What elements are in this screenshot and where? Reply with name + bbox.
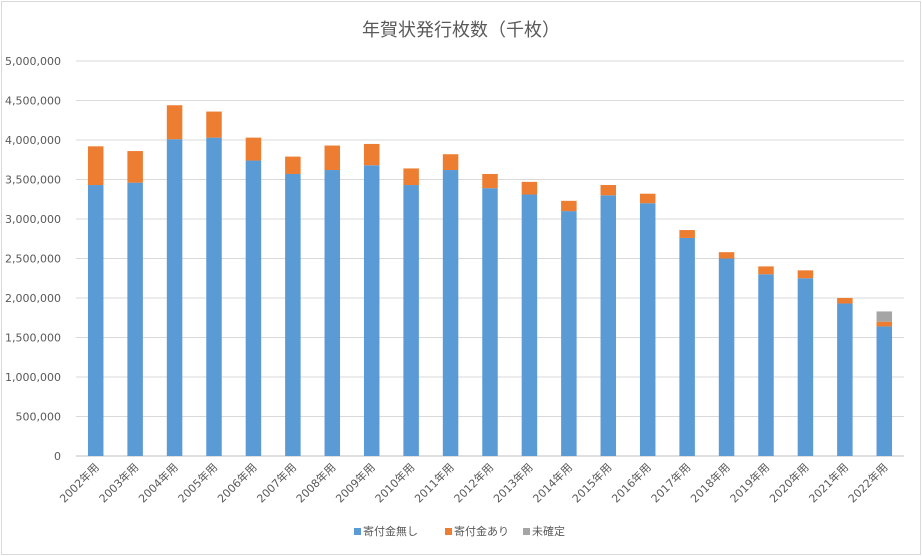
bar-segment bbox=[324, 145, 341, 171]
bar-segment bbox=[521, 181, 538, 195]
bar-segment bbox=[561, 200, 577, 212]
x-tick-label: 2004年用 bbox=[135, 460, 180, 505]
y-tick-label: 0 bbox=[54, 450, 61, 463]
y-tick-label: 3,000,000 bbox=[5, 213, 61, 226]
bar-segment bbox=[679, 230, 695, 238]
y-tick-label: 4,500,000 bbox=[5, 95, 61, 108]
x-tick-label: 2019年用 bbox=[727, 460, 772, 505]
legend-label: 未確定 bbox=[532, 524, 565, 538]
x-tick-label: 2011年用 bbox=[411, 460, 456, 505]
bar-segment bbox=[876, 326, 893, 456]
bar-segment bbox=[482, 188, 498, 456]
bar-segment bbox=[679, 237, 695, 456]
x-tick-label: 2002年用 bbox=[57, 460, 102, 505]
bar-segment bbox=[403, 168, 419, 186]
bar-segment bbox=[521, 194, 538, 456]
bar-segment bbox=[639, 193, 656, 204]
bar-segment bbox=[403, 185, 419, 456]
x-tick-label: 2009年用 bbox=[333, 460, 378, 505]
legend-label: 寄付金あり bbox=[454, 524, 509, 538]
bar-segment bbox=[442, 170, 459, 456]
x-tick-label: 2021年用 bbox=[806, 460, 851, 505]
x-tick-label: 2003年用 bbox=[96, 460, 141, 505]
bar-segment bbox=[837, 303, 853, 456]
x-tick-label: 2010年用 bbox=[372, 460, 417, 505]
x-tick-label: 2007年用 bbox=[254, 460, 299, 505]
bar-segment bbox=[718, 252, 735, 259]
bar-segment bbox=[482, 173, 498, 189]
bar-segment bbox=[363, 143, 380, 166]
bar-segment bbox=[206, 137, 222, 456]
x-tick-label: 2006年用 bbox=[214, 460, 259, 505]
x-tick-label: 2018年用 bbox=[687, 460, 732, 505]
x-tick-label: 2017年用 bbox=[648, 460, 693, 505]
y-tick-label: 5,000,000 bbox=[5, 55, 61, 68]
bar-segment bbox=[561, 211, 577, 456]
y-tick-label: 4,000,000 bbox=[5, 134, 61, 147]
bar-segment bbox=[876, 321, 893, 327]
y-tick-label: 500,000 bbox=[16, 411, 62, 424]
y-tick-label: 1,500,000 bbox=[5, 332, 61, 345]
x-tick-label: 2016年用 bbox=[609, 460, 654, 505]
x-tick-label: 2015年用 bbox=[569, 460, 614, 505]
legend-swatch bbox=[354, 528, 361, 535]
bar-segment bbox=[245, 137, 262, 161]
x-tick-label: 2008年用 bbox=[293, 460, 338, 505]
x-tick-label: 2020年用 bbox=[766, 460, 811, 505]
bar-segment bbox=[600, 195, 617, 457]
y-tick-label: 3,500,000 bbox=[5, 174, 61, 187]
bar-segment bbox=[127, 151, 143, 183]
bar-segment bbox=[166, 139, 183, 456]
x-tick-label: 2014年用 bbox=[530, 460, 575, 505]
bar-segment bbox=[245, 160, 262, 457]
bar-segment bbox=[718, 258, 735, 456]
bar-segment bbox=[639, 203, 656, 456]
x-tick-label: 2013年用 bbox=[490, 460, 535, 505]
bar-segment bbox=[876, 311, 893, 322]
bar-segment bbox=[127, 182, 143, 456]
bar-segment bbox=[166, 105, 183, 140]
bar-segment bbox=[324, 170, 341, 456]
y-tick-label: 2,000,000 bbox=[5, 292, 61, 305]
bar-segment bbox=[600, 185, 617, 196]
bar-segment bbox=[758, 266, 774, 275]
bar-segment bbox=[206, 111, 222, 138]
legend-swatch bbox=[445, 528, 452, 535]
bar-segment bbox=[87, 185, 104, 456]
y-tick-label: 1,000,000 bbox=[5, 371, 61, 384]
bar-segment bbox=[758, 274, 774, 456]
x-tick-label: 2022年用 bbox=[845, 460, 890, 505]
x-tick-label: 2005年用 bbox=[175, 460, 220, 505]
bar-segment bbox=[797, 278, 814, 456]
bar-segment bbox=[797, 270, 814, 279]
bar-segment bbox=[285, 156, 301, 174]
y-tick-label: 2,500,000 bbox=[5, 253, 61, 266]
chart-title: 年賀状発行枚数（千枚） bbox=[362, 20, 560, 41]
bar-segment bbox=[363, 165, 380, 456]
legend-swatch bbox=[523, 528, 530, 535]
x-tick-label: 2012年用 bbox=[451, 460, 496, 505]
legend-label: 寄付金無し bbox=[363, 524, 418, 538]
bar-segment bbox=[837, 298, 853, 304]
bar-segment bbox=[442, 154, 459, 171]
bar-segment bbox=[87, 146, 104, 186]
bar-segment bbox=[285, 173, 301, 456]
